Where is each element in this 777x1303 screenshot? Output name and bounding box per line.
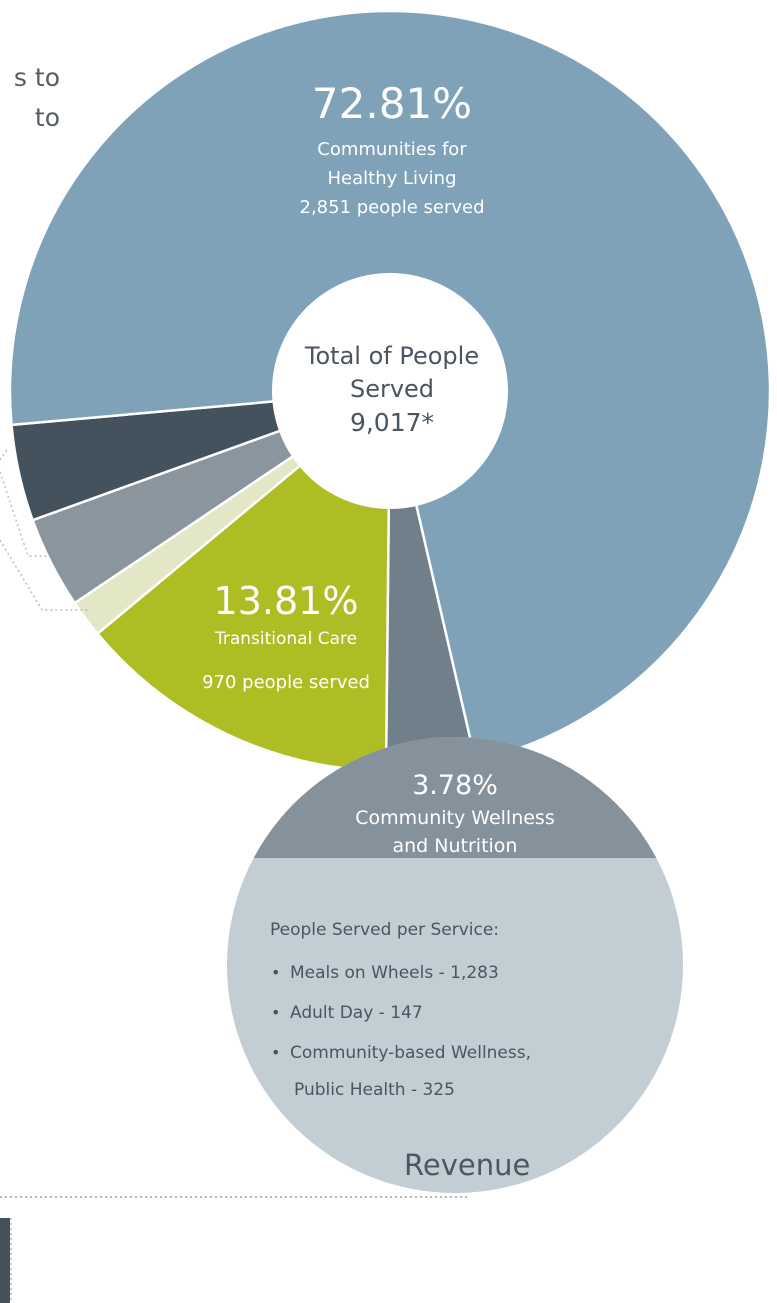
callout-bullet-2: • (271, 1003, 280, 1022)
revenue-heading: Revenue (404, 1148, 531, 1182)
healthy-living-label-line-2: Healthy Living (328, 168, 457, 189)
callout-circle (227, 737, 683, 1193)
transitional-care-served: 970 people served (202, 672, 370, 693)
callout-detail-4: Public Health - 325 (294, 1080, 455, 1100)
transitional-care-percent: 13.81% (214, 579, 359, 623)
callout-bullet-1: • (271, 963, 280, 982)
callout-detail-1: Meals on Wheels - 1,283 (290, 963, 499, 983)
healthy-living-served: 2,851 people served (300, 197, 485, 218)
leader-line-3 (0, 539, 90, 611)
callout-label-line-1: Community Wellness (355, 807, 554, 829)
center-label-line-1: Total of People (304, 342, 479, 370)
callout-details-title: People Served per Service: (270, 920, 499, 940)
callout-percent: 3.78% (412, 770, 498, 801)
leader-lines (0, 447, 90, 611)
healthy-living-percent: 72.81% (312, 79, 472, 128)
center-label-line-2: Served (350, 375, 434, 403)
center-total: 9,017* (350, 408, 434, 437)
leader-line-1 (0, 447, 9, 461)
callout-detail-3: Community-based Wellness, (290, 1043, 531, 1063)
callout-label-line-2: and Nutrition (393, 835, 518, 857)
pie-center-hole (272, 273, 508, 509)
intro-text-line-1: s to (13, 63, 60, 92)
callout-bullet-3: • (271, 1043, 280, 1062)
revenue-bar-stub (0, 1218, 10, 1303)
transitional-care-label: Transitional Care (214, 629, 357, 649)
callout-detail-2: Adult Day - 147 (290, 1003, 423, 1023)
leader-line-2 (0, 471, 48, 557)
intro-text-fragment: s to to (0, 58, 60, 138)
intro-text-line-2: to (34, 103, 60, 132)
healthy-living-label-line-1: Communities for (317, 139, 467, 160)
